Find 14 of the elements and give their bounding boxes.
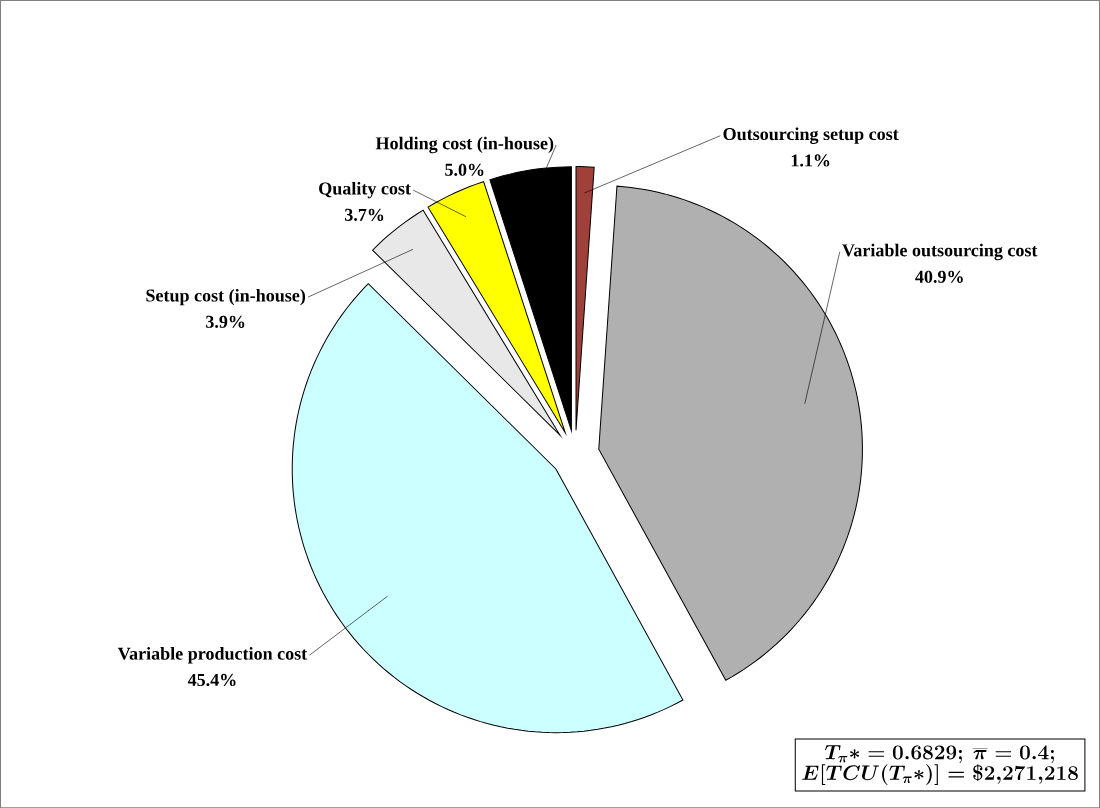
data-label: 5.0% xyxy=(445,163,484,176)
slice-label: Holding cost (in-house) xyxy=(375,136,554,154)
text: $T_{\pi}{*} = 0.6829;\ \overline{\pi} = 0.4;$ xyxy=(825,745,1054,764)
slice-label: Outsourcing setup cost xyxy=(723,127,899,144)
slice-label: Variable production cost xyxy=(117,646,308,664)
data-label: 3.7% xyxy=(344,208,384,221)
data-label: 3.9% xyxy=(206,315,245,328)
slice-label: Setup cost (in-house) xyxy=(146,288,306,306)
data-label: 45.4% xyxy=(187,673,236,687)
text: $E[TCU(T_{\pi}{*})] = \$2{,}271{,}218$ xyxy=(802,764,1078,785)
slice-label: Quality cost xyxy=(319,181,411,199)
data-label: 1.1% xyxy=(791,154,830,167)
data-label: 40.9% xyxy=(915,270,963,283)
slice-label: Variable outsourcing cost xyxy=(842,243,1038,261)
